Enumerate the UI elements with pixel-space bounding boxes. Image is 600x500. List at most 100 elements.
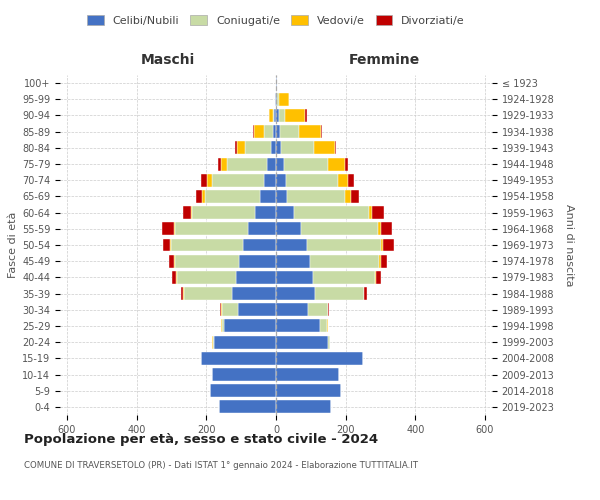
Bar: [276, 336, 328, 348]
Bar: [375, 271, 376, 284]
Bar: [212, 368, 276, 381]
Bar: [276, 125, 280, 138]
Bar: [380, 254, 387, 268]
Bar: [163, 238, 170, 252]
Bar: [172, 271, 176, 284]
Bar: [181, 287, 183, 300]
Bar: [177, 271, 236, 284]
Bar: [267, 158, 276, 170]
Bar: [372, 206, 383, 219]
Bar: [264, 125, 272, 138]
Bar: [174, 254, 175, 268]
Bar: [315, 287, 364, 300]
Bar: [310, 254, 379, 268]
Bar: [221, 158, 227, 170]
Bar: [276, 271, 313, 284]
Bar: [279, 109, 285, 122]
Bar: [276, 254, 310, 268]
Bar: [196, 190, 202, 203]
Bar: [260, 190, 276, 203]
Legend: Celibi/Nubili, Coniugati/e, Vedovi/e, Divorziati/e: Celibi/Nubili, Coniugati/e, Vedovi/e, Di…: [83, 10, 469, 30]
Bar: [276, 304, 308, 316]
Bar: [301, 222, 379, 235]
Text: Maschi: Maschi: [141, 54, 195, 68]
Bar: [276, 368, 340, 381]
Bar: [314, 142, 335, 154]
Bar: [285, 109, 305, 122]
Bar: [220, 304, 221, 316]
Bar: [239, 254, 276, 268]
Bar: [210, 384, 276, 397]
Bar: [264, 174, 276, 186]
Bar: [236, 271, 276, 284]
Bar: [276, 222, 301, 235]
Bar: [218, 158, 221, 170]
Bar: [191, 206, 193, 219]
Bar: [202, 190, 205, 203]
Bar: [328, 336, 330, 348]
Bar: [328, 304, 329, 316]
Bar: [345, 158, 348, 170]
Bar: [214, 336, 276, 348]
Bar: [175, 222, 248, 235]
Bar: [235, 142, 237, 154]
Bar: [308, 304, 328, 316]
Bar: [183, 287, 184, 300]
Bar: [238, 304, 276, 316]
Y-axis label: Fasce di età: Fasce di età: [8, 212, 18, 278]
Bar: [227, 158, 267, 170]
Bar: [348, 174, 354, 186]
Bar: [276, 93, 277, 106]
Bar: [212, 336, 214, 348]
Bar: [276, 287, 315, 300]
Bar: [328, 158, 345, 170]
Bar: [376, 271, 380, 284]
Bar: [338, 174, 348, 186]
Bar: [276, 142, 281, 154]
Bar: [212, 174, 264, 186]
Bar: [280, 125, 299, 138]
Bar: [284, 158, 328, 170]
Bar: [208, 174, 212, 186]
Bar: [307, 238, 380, 252]
Bar: [380, 238, 383, 252]
Bar: [184, 206, 191, 219]
Bar: [299, 125, 321, 138]
Bar: [184, 287, 232, 300]
Bar: [205, 190, 260, 203]
Bar: [277, 93, 279, 106]
Bar: [237, 142, 245, 154]
Bar: [286, 174, 338, 186]
Bar: [221, 304, 238, 316]
Bar: [272, 125, 276, 138]
Bar: [253, 125, 254, 138]
Bar: [281, 142, 314, 154]
Bar: [276, 174, 286, 186]
Bar: [381, 222, 392, 235]
Bar: [245, 142, 271, 154]
Bar: [248, 222, 276, 235]
Bar: [345, 190, 351, 203]
Bar: [201, 352, 276, 365]
Bar: [224, 320, 276, 332]
Bar: [232, 287, 276, 300]
Bar: [276, 158, 284, 170]
Bar: [254, 125, 264, 138]
Bar: [193, 206, 255, 219]
Bar: [243, 238, 276, 252]
Bar: [201, 174, 208, 186]
Bar: [221, 320, 224, 332]
Bar: [176, 271, 177, 284]
Bar: [279, 93, 289, 106]
Bar: [276, 320, 320, 332]
Bar: [287, 190, 345, 203]
Bar: [364, 287, 367, 300]
Bar: [173, 222, 175, 235]
Bar: [351, 190, 359, 203]
Bar: [169, 254, 174, 268]
Bar: [383, 238, 394, 252]
Y-axis label: Anni di nascita: Anni di nascita: [564, 204, 574, 286]
Bar: [175, 254, 239, 268]
Bar: [275, 93, 276, 106]
Bar: [335, 142, 336, 154]
